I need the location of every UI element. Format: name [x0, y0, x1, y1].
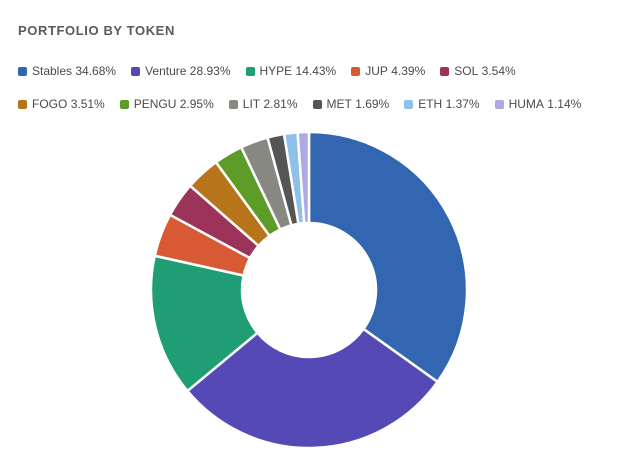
chart-legend: Stables 34.68% Venture 28.93% HYPE 14.43% J…: [18, 62, 608, 128]
legend-swatch: [404, 99, 414, 109]
legend-item-venture[interactable]: Venture 28.93%: [131, 64, 231, 78]
legend-label: Venture: [145, 64, 187, 78]
legend-swatch: [18, 66, 27, 76]
legend-label: ETH: [418, 97, 443, 111]
legend-value: 34.68%: [75, 64, 117, 78]
legend-swatch: [351, 66, 361, 76]
legend-value: 2.81%: [263, 97, 298, 111]
legend-label: HYPE: [259, 64, 293, 78]
legend-item-jup[interactable]: JUP 4.39%: [351, 64, 425, 78]
legend-value: 3.54%: [481, 64, 516, 78]
legend-item-stables[interactable]: Stables 34.68%: [18, 64, 116, 78]
legend-value: 1.37%: [445, 97, 480, 111]
legend-row: FOGO 3.51% PENGU 2.95% LIT 2.81% MET 1.69% E…: [18, 95, 608, 113]
legend-label: JUP: [365, 64, 388, 78]
legend-swatch: [245, 66, 255, 76]
legend-swatch: [119, 99, 129, 109]
legend-item-sol[interactable]: SOL 3.54%: [440, 64, 516, 78]
legend-value: 28.93%: [189, 64, 231, 78]
legend-label: PENGU: [133, 97, 177, 111]
legend-value: 1.14%: [547, 97, 582, 111]
legend-label: SOL: [454, 64, 479, 78]
legend-swatch: [228, 99, 238, 109]
legend-label: LIT: [242, 97, 261, 111]
legend-row: Stables 34.68% Venture 28.93% HYPE 14.43% J…: [18, 62, 608, 80]
legend-swatch: [131, 66, 141, 76]
donut-slice-huma[interactable]: [296, 130, 311, 225]
legend-item-hype[interactable]: HYPE 14.43%: [245, 64, 337, 78]
legend-label: HUMA: [508, 97, 544, 111]
legend-item-pengu[interactable]: PENGU 2.95%: [119, 97, 214, 111]
legend-value: 3.51%: [70, 97, 105, 111]
legend-swatch: [494, 99, 504, 109]
donut-slice-stables[interactable]: [307, 130, 469, 384]
legend-swatch: [440, 66, 450, 76]
chart-title: PORTFOLIO BY TOKEN: [18, 23, 175, 38]
legend-label: FOGO: [32, 97, 68, 111]
legend-item-lit[interactable]: LIT 2.81%: [228, 97, 298, 111]
donut-slice-venture[interactable]: [186, 327, 439, 450]
legend-swatch: [312, 99, 322, 109]
legend-item-met[interactable]: MET 1.69%: [312, 97, 390, 111]
legend-item-eth[interactable]: ETH 1.37%: [404, 97, 480, 111]
legend-value: 14.43%: [295, 64, 337, 78]
legend-label: MET: [326, 97, 352, 111]
legend-swatch: [18, 99, 27, 109]
legend-value: 4.39%: [391, 64, 426, 78]
legend-item-fogo[interactable]: FOGO 3.51%: [18, 97, 105, 111]
legend-value: 1.69%: [355, 97, 390, 111]
legend-value: 2.95%: [179, 97, 214, 111]
legend-label: Stables: [32, 64, 73, 78]
legend-item-huma[interactable]: HUMA 1.14%: [494, 97, 582, 111]
donut-slice-hype[interactable]: [149, 254, 259, 393]
